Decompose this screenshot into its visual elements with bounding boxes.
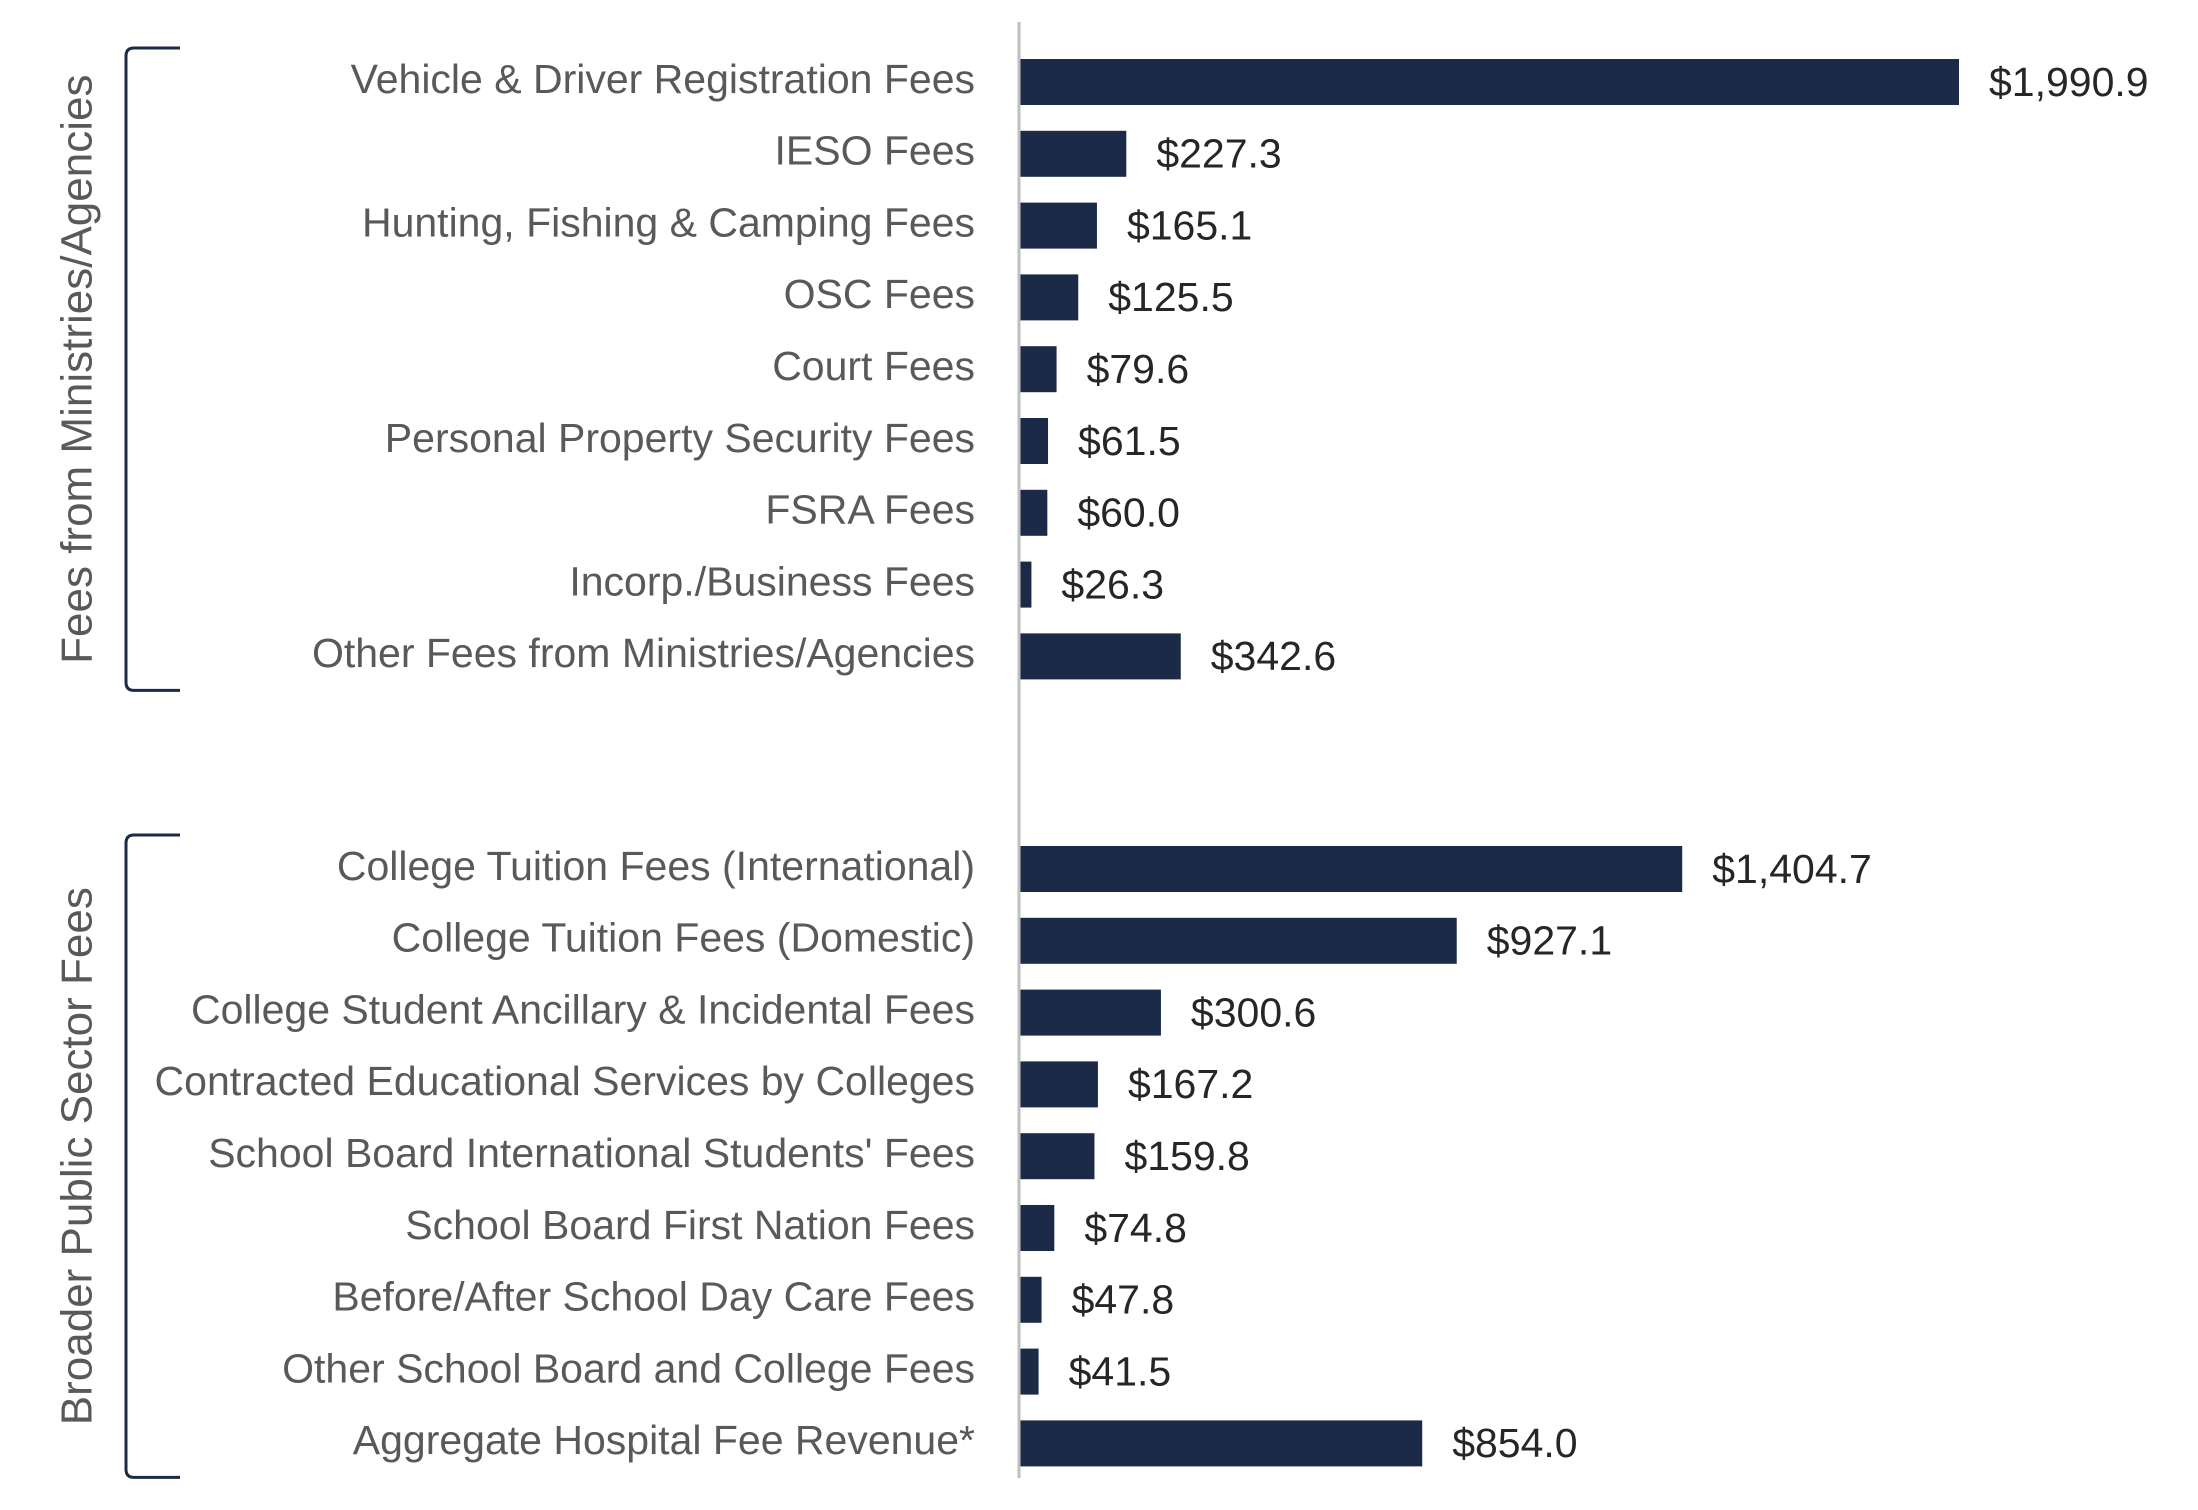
data-label: $47.8	[1072, 1277, 1175, 1323]
category-labels: Vehicle & Driver Registration Fees IESO F…	[155, 56, 975, 1463]
data-label: $227.3	[1156, 131, 1281, 177]
data-label: $60.0	[1077, 490, 1180, 536]
group-label: Fees from Ministries/Agencies	[53, 75, 102, 664]
group-label: Broader Public Sector Fees	[53, 887, 102, 1425]
category-label: Other School Board and College Fees	[282, 1345, 975, 1391]
data-label: $79.6	[1087, 346, 1190, 392]
data-label: $125.5	[1108, 274, 1233, 320]
data-label: $74.8	[1084, 1205, 1187, 1251]
category-label: Aggregate Hospital Fee Revenue*	[353, 1417, 975, 1463]
category-label: Hunting, Fishing & Camping Fees	[362, 199, 975, 245]
category-label: IESO Fees	[774, 128, 975, 174]
category-label: Personal Property Security Fees	[385, 415, 975, 461]
category-label: OSC Fees	[784, 271, 975, 317]
bar	[1019, 489, 1048, 536]
bar	[1019, 418, 1049, 464]
data-label: $26.3	[1061, 561, 1164, 607]
bar	[1019, 1133, 1095, 1180]
bar	[1019, 1061, 1098, 1108]
group-bracket	[124, 833, 180, 1479]
bar	[1019, 274, 1079, 321]
category-label: Court Fees	[772, 343, 975, 389]
data-label: $41.5	[1069, 1348, 1172, 1394]
bar	[1019, 346, 1057, 393]
category-label: School Board First Nation Fees	[405, 1202, 975, 1248]
value-labels: $1,990.9 $227.3 $165.1 $125.5 $79.6 $61.5 $60.…	[1061, 59, 2148, 1466]
data-label: $927.1	[1487, 918, 1612, 964]
bar	[1019, 561, 1032, 608]
group-brackets	[124, 46, 180, 1479]
data-label: $854.0	[1452, 1420, 1577, 1466]
data-label: $165.1	[1127, 202, 1252, 248]
bar	[1019, 1205, 1055, 1251]
category-label: Before/After School Day Care Fees	[332, 1274, 975, 1320]
category-label: School Board International Students' Fee…	[208, 1130, 975, 1176]
bars	[1019, 59, 1959, 1467]
category-label: Other Fees from Ministries/Agencies	[312, 630, 975, 676]
bar	[1019, 633, 1181, 680]
category-label: College Student Ancillary & Incidental F…	[191, 986, 975, 1032]
data-label: $342.6	[1211, 633, 1336, 679]
category-label: Contracted Educational Services by Colle…	[155, 1058, 975, 1104]
data-label: $300.6	[1191, 989, 1316, 1035]
category-label: Vehicle & Driver Registration Fees	[351, 56, 975, 102]
bar	[1019, 989, 1161, 1036]
group-bracket	[124, 46, 180, 692]
category-label: College Tuition Fees (International)	[337, 843, 975, 889]
data-label: $167.2	[1128, 1061, 1253, 1107]
group-labels: Fees from Ministries/Agencies Broader Pub…	[53, 75, 102, 1426]
bar	[1019, 59, 1959, 105]
data-label: $1,404.7	[1712, 846, 1872, 892]
data-label: $159.8	[1124, 1133, 1249, 1179]
bar	[1019, 1348, 1039, 1395]
category-label: College Tuition Fees (Domestic)	[392, 915, 975, 961]
bar	[1019, 130, 1127, 177]
data-label: $61.5	[1078, 418, 1181, 464]
bar	[1019, 846, 1683, 892]
bar	[1019, 917, 1457, 964]
category-label: Incorp./Business Fees	[569, 558, 975, 604]
bar	[1019, 1420, 1423, 1467]
data-label: $1,990.9	[1989, 59, 2149, 105]
bar	[1019, 1276, 1042, 1323]
bar	[1019, 202, 1097, 249]
category-label: FSRA Fees	[765, 487, 975, 533]
